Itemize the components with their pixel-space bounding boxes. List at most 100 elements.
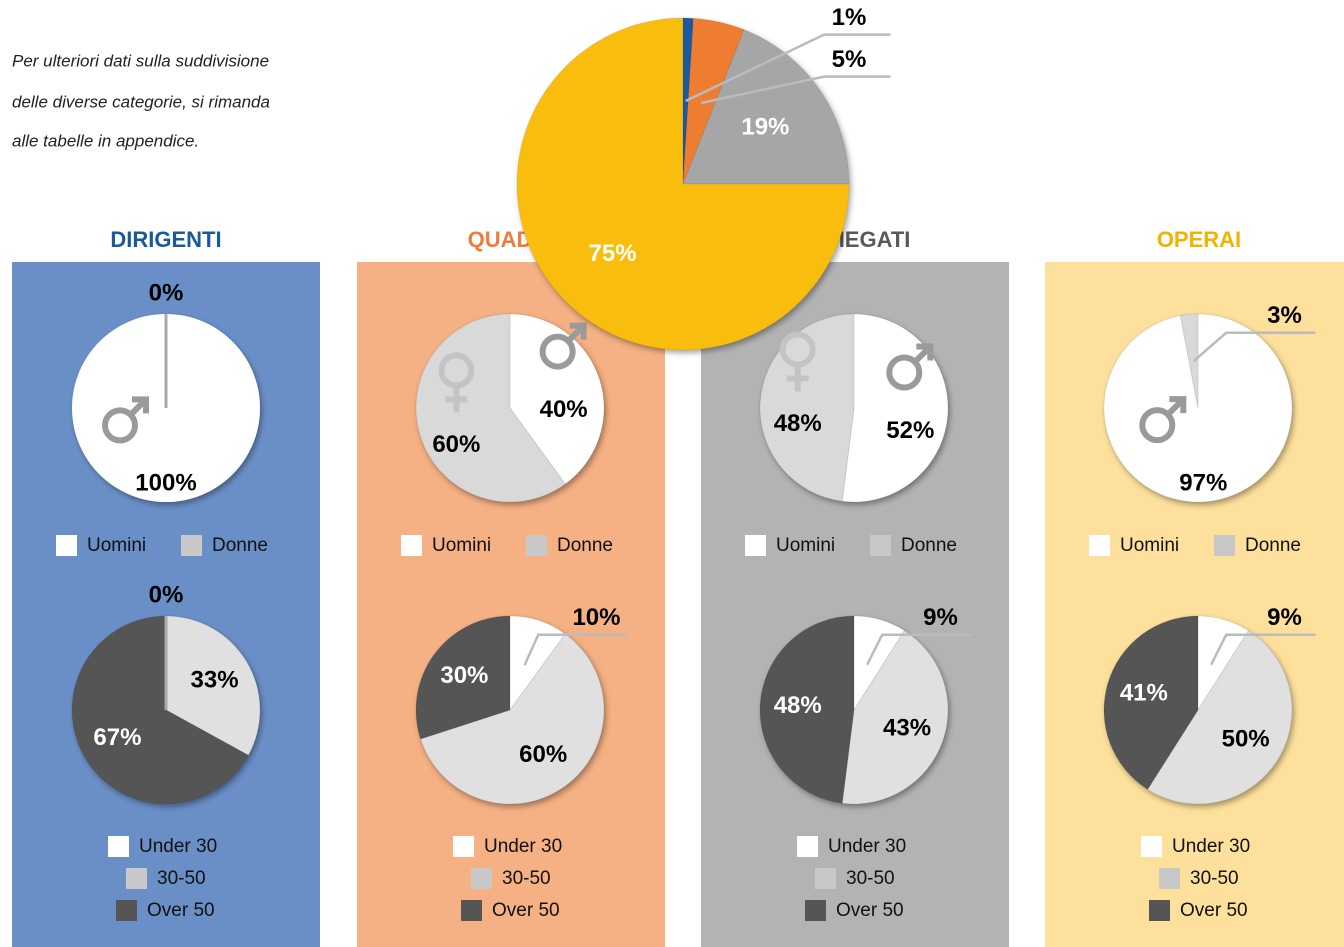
data-label: 33% bbox=[191, 667, 239, 694]
data-label: 52% bbox=[886, 417, 934, 444]
legend-swatch bbox=[745, 535, 766, 556]
legend-label: Under 30 bbox=[484, 836, 562, 857]
leader-line bbox=[523, 633, 628, 666]
legend-label: Over 50 bbox=[147, 900, 215, 921]
note-line: alle tabelle in appendice. bbox=[12, 131, 199, 150]
legend-swatch bbox=[108, 836, 129, 857]
male-icon bbox=[539, 333, 576, 370]
pie-slice bbox=[759, 615, 855, 804]
data-label: 97% bbox=[1179, 469, 1227, 496]
legend-swatch bbox=[181, 535, 202, 556]
pie-slice bbox=[165, 615, 261, 756]
pie-labels: 0% 33% 67% bbox=[93, 581, 238, 751]
note-line: delle diverse categorie, si rimanda bbox=[12, 92, 270, 111]
legend-swatch bbox=[453, 836, 474, 857]
pie-labels: 52% 48% bbox=[774, 331, 934, 444]
legend-swatch bbox=[815, 868, 836, 889]
panel-title: DIRIGENTI bbox=[110, 227, 221, 252]
legend-swatch bbox=[56, 535, 77, 556]
legend-swatch bbox=[797, 836, 818, 857]
data-label: 50% bbox=[1222, 726, 1270, 753]
leader-line bbox=[1192, 331, 1316, 363]
legend-swatch bbox=[1149, 900, 1170, 921]
pie-slice bbox=[415, 615, 511, 740]
pie bbox=[415, 615, 605, 805]
legend-label: Over 50 bbox=[836, 900, 904, 921]
legend-label: 30-50 bbox=[502, 868, 551, 889]
legend-swatch bbox=[1089, 535, 1110, 556]
legend-swatch bbox=[461, 900, 482, 921]
data-label: 48% bbox=[774, 692, 822, 719]
pie bbox=[759, 313, 949, 503]
legend-swatch bbox=[126, 868, 147, 889]
pie-slice bbox=[71, 615, 250, 805]
legend-label: Over 50 bbox=[1180, 900, 1248, 921]
data-label: 9% bbox=[923, 604, 958, 631]
pie-slice bbox=[759, 313, 855, 502]
pie bbox=[516, 17, 850, 351]
data-label: 100% bbox=[135, 470, 196, 497]
pie-labels: 40% 60% bbox=[432, 322, 588, 458]
data-label: 0% bbox=[149, 581, 184, 608]
data-label: 67% bbox=[93, 724, 141, 751]
pie-slice bbox=[841, 313, 949, 503]
data-label: 75% bbox=[589, 240, 637, 267]
legend-label: Uomini bbox=[432, 535, 491, 556]
legend-swatch bbox=[1141, 836, 1162, 857]
pie-slice bbox=[1146, 629, 1293, 805]
pie bbox=[1103, 313, 1293, 503]
legend-swatch bbox=[471, 868, 492, 889]
female-icon bbox=[786, 364, 809, 392]
pie bbox=[415, 313, 605, 503]
data-label: 40% bbox=[540, 396, 588, 423]
male-icon bbox=[913, 343, 934, 364]
legend-label: 30-50 bbox=[1190, 868, 1239, 889]
data-label: 41% bbox=[1120, 680, 1168, 707]
legend-label: Under 30 bbox=[828, 836, 906, 857]
pie-labels: 10% 60% 30% bbox=[440, 604, 628, 768]
male-icon bbox=[566, 322, 587, 343]
data-label: 60% bbox=[519, 741, 567, 768]
pie-labels: 100% 0% bbox=[102, 279, 197, 497]
legend-label: Under 30 bbox=[1172, 836, 1250, 857]
leader-line bbox=[1209, 633, 1316, 666]
pie-slice bbox=[1179, 313, 1199, 409]
leader-line bbox=[865, 633, 972, 666]
legend-label: Over 50 bbox=[492, 900, 560, 921]
female-icon bbox=[445, 385, 468, 413]
pie-slice bbox=[415, 313, 566, 503]
pie-labels: 9% 43% 48% bbox=[774, 604, 972, 741]
pie-slice bbox=[841, 629, 949, 805]
pie-slice bbox=[509, 313, 605, 485]
leader-line bbox=[685, 33, 891, 103]
data-label: 3% bbox=[1267, 302, 1302, 329]
legend-swatch bbox=[870, 535, 891, 556]
legend-swatch bbox=[401, 535, 422, 556]
legend-swatch bbox=[1214, 535, 1235, 556]
legend-swatch bbox=[1159, 868, 1180, 889]
male-icon bbox=[1166, 396, 1187, 417]
data-label: 19% bbox=[741, 113, 789, 140]
pie-slice bbox=[682, 29, 850, 185]
pie-slice bbox=[1103, 615, 1199, 791]
pie-labels: 1% 5% 19% 75% bbox=[589, 4, 891, 267]
legend-swatch bbox=[116, 900, 137, 921]
legend-label: 30-50 bbox=[157, 868, 206, 889]
legend-label: Uomini bbox=[87, 535, 146, 556]
pie-labels: 97% 3% bbox=[1139, 302, 1316, 496]
male-icon bbox=[128, 396, 149, 417]
male-icon bbox=[102, 407, 138, 444]
pie bbox=[1103, 615, 1293, 805]
pie-labels: 9% 50% 41% bbox=[1120, 604, 1316, 753]
data-label: 60% bbox=[432, 431, 480, 458]
data-label: 1% bbox=[832, 4, 867, 31]
legend-swatch bbox=[526, 535, 547, 556]
male-icon bbox=[886, 354, 923, 391]
data-label: 30% bbox=[440, 662, 488, 689]
leader-line bbox=[700, 75, 891, 105]
legend-label: Uomini bbox=[776, 535, 835, 556]
panel-title: OPERAI bbox=[1157, 227, 1241, 252]
legend-label: Donne bbox=[1245, 535, 1301, 556]
legend-label: Donne bbox=[212, 535, 268, 556]
legend-label: Uomini bbox=[1120, 535, 1179, 556]
